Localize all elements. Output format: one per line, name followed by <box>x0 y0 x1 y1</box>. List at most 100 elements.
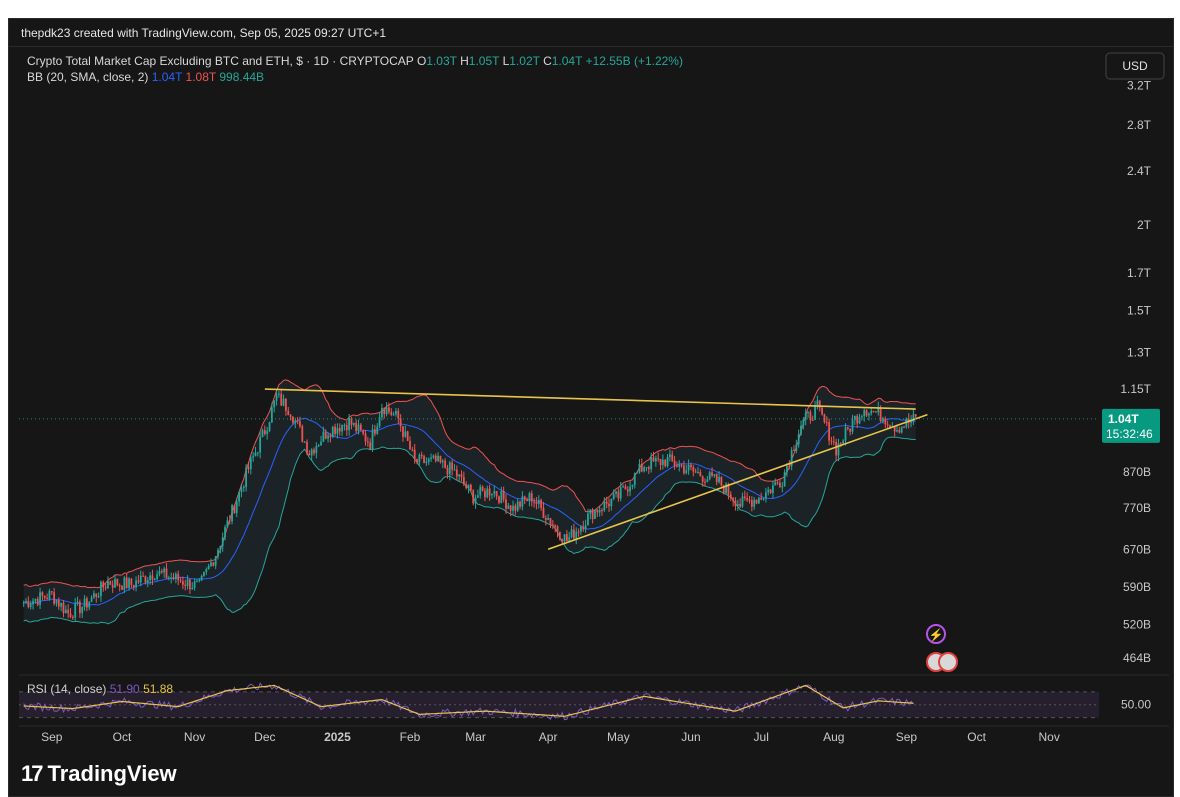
candle-body <box>345 424 348 431</box>
high-label: H <box>460 54 469 68</box>
candle-body <box>685 470 688 474</box>
candle-body <box>666 457 669 467</box>
candle-body <box>533 501 535 503</box>
candle-body <box>713 474 716 476</box>
candle-body <box>486 488 489 498</box>
candle-body <box>132 584 135 588</box>
candle-body <box>90 597 93 602</box>
candle-body <box>366 441 369 443</box>
candle-body <box>858 417 861 424</box>
x-tick-label: Sep <box>896 730 918 744</box>
currency-button-box <box>1105 52 1165 80</box>
candle-body <box>395 410 397 415</box>
candle-body <box>760 497 763 500</box>
candle-body <box>900 426 903 433</box>
candle-body <box>542 507 545 519</box>
candle-body <box>537 499 540 504</box>
open-value: 1.03T <box>426 54 460 68</box>
bb-legend: BB (20, SMA, close, 2) 1.04T 1.08T 998.4… <box>27 70 264 84</box>
candle-body <box>287 410 290 416</box>
candle-body <box>78 601 81 614</box>
candle-body <box>69 613 72 617</box>
candle-body <box>772 485 774 493</box>
candle-body <box>467 484 470 489</box>
chart-svg[interactable]: 3.2T 2.8T 2.4T 2T 1.7T 1.5T 1.3T 1.15T 870B 770B 6… <box>19 49 1169 759</box>
candle-body <box>757 497 760 504</box>
candle-body <box>587 513 589 526</box>
candle-body <box>809 411 812 420</box>
candle-body <box>573 529 575 539</box>
candle-body <box>746 497 749 501</box>
candle-body <box>732 498 735 501</box>
candle-body <box>235 501 238 514</box>
candle-body <box>233 505 236 514</box>
candle-body <box>254 452 257 457</box>
candle-body <box>495 491 498 497</box>
candle-body <box>479 486 482 496</box>
symbol-title: Crypto Total Market Cap Excluding BTC an… <box>27 54 417 68</box>
candle-body <box>547 518 550 520</box>
candle-body <box>668 454 671 458</box>
candle-body <box>654 458 657 462</box>
candle-body <box>605 501 608 504</box>
y-tick-label: 464B <box>1123 651 1151 665</box>
candle-body <box>369 442 372 449</box>
candle-body <box>790 449 793 466</box>
candle-body <box>800 425 802 435</box>
candle-body <box>875 411 877 413</box>
candle-body <box>814 405 816 421</box>
candle-body <box>528 493 531 502</box>
candle-body <box>34 599 37 601</box>
candle-body <box>659 459 662 465</box>
candle-body <box>577 531 580 533</box>
candle-body <box>350 417 353 425</box>
candle-body <box>322 431 325 442</box>
candle-body <box>462 476 465 485</box>
candle-body <box>453 469 456 471</box>
candle-body <box>402 426 404 437</box>
candle-body <box>331 426 334 438</box>
candle-body <box>755 499 758 504</box>
candle-body <box>207 565 210 570</box>
candle-body <box>418 454 421 463</box>
candle-body <box>720 476 723 486</box>
candle-body <box>509 505 512 511</box>
candle-body <box>750 500 753 507</box>
candle-body <box>802 419 805 426</box>
candle-body <box>383 407 386 415</box>
candle-body <box>95 593 98 597</box>
candle-body <box>371 429 374 449</box>
currency-button[interactable]: USD <box>1105 52 1165 80</box>
candle-body <box>231 505 233 522</box>
candle-body <box>373 429 376 434</box>
candle-body <box>130 578 133 585</box>
candle-body <box>645 467 648 469</box>
candle-body <box>310 449 313 456</box>
candle-body <box>565 534 568 542</box>
candle-body <box>708 472 711 480</box>
candle-body <box>631 484 634 487</box>
candle-body <box>240 487 243 493</box>
candle-body <box>722 485 725 494</box>
y-tick-label: 870B <box>1123 465 1151 479</box>
candle-body <box>336 428 339 434</box>
candle-body <box>507 505 510 509</box>
candle-body <box>830 440 833 442</box>
candle-body <box>329 435 332 438</box>
candle-body <box>381 407 383 418</box>
candle-body <box>432 455 435 458</box>
candle-body <box>725 483 727 494</box>
candle-body <box>554 525 557 527</box>
candle-body <box>776 482 779 484</box>
trendline-support <box>547 413 928 551</box>
candle-body <box>896 430 898 432</box>
candle-body <box>46 597 48 600</box>
chart-area[interactable]: 3.2T 2.8T 2.4T 2T 1.7T 1.5T 1.3T 1.15T 870B 770B 6… <box>19 49 1169 759</box>
candle-body <box>893 426 896 432</box>
candle-body <box>186 579 189 586</box>
y-tick-label: 1.15T <box>1120 382 1151 396</box>
candle-body <box>210 562 212 566</box>
candle-body <box>849 428 852 432</box>
candle-body <box>39 592 41 605</box>
candle-body <box>753 499 756 507</box>
